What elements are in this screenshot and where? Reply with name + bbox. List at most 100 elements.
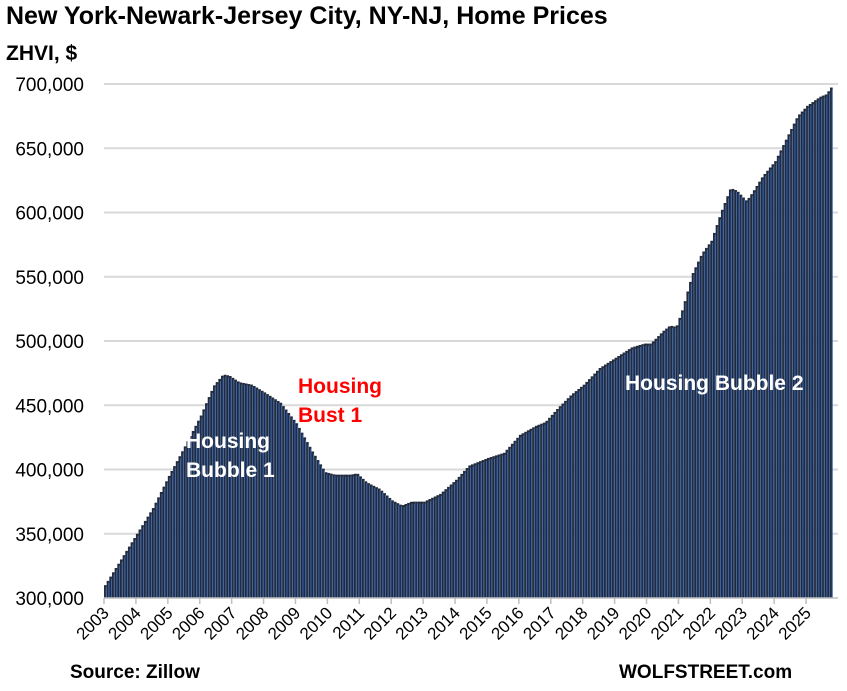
bar [266,394,269,598]
bar [728,189,732,598]
bar [138,529,142,598]
bar [439,493,442,598]
y-tick-label: 600,000 [15,204,84,225]
bar [662,330,666,598]
bar [763,173,767,598]
bar [271,397,275,598]
bar [255,387,259,598]
bar [667,326,671,598]
bar [207,397,211,598]
bar [399,504,402,598]
bar [441,491,445,598]
bar [556,408,559,598]
bar [327,472,331,598]
bar [146,516,150,598]
bar [657,336,660,598]
bar [816,98,820,598]
x-tick-label: 2017 [519,603,559,643]
bar [401,505,405,598]
bar [641,344,644,598]
bar [199,415,203,598]
bar [343,474,347,598]
bar [603,364,607,598]
bar [790,128,793,598]
bar [359,476,362,598]
bar [425,500,429,598]
bar [109,576,112,598]
bar [819,96,823,598]
x-tick-label: 2007 [200,603,240,643]
bar [258,389,261,598]
bar [149,512,152,598]
bar [119,559,123,598]
bar [795,118,799,599]
bar [383,493,386,598]
bar [678,317,682,598]
bar [779,150,783,598]
chart-title: New York-Newark-Jersey City, NY-NJ, Home… [6,2,608,30]
bar [228,376,232,598]
bar [478,461,482,598]
bar [484,459,487,598]
bar [361,478,365,598]
bar [141,525,144,598]
bar [189,436,192,598]
y-tick-label: 700,000 [15,75,84,96]
bar [423,501,426,598]
bar [760,177,764,599]
bar [186,441,190,598]
bar [646,343,650,598]
x-tick-label: 2014 [424,603,464,643]
x-tick-label: 2019 [583,603,623,643]
bar [287,412,291,598]
bar [694,267,698,598]
bar [619,354,623,598]
bar [598,367,602,598]
bar [627,349,631,598]
bar [715,225,719,598]
bar [274,399,277,598]
x-tick-label: 2021 [647,603,687,643]
bar [324,472,328,598]
bar [260,390,264,598]
bar [521,433,525,598]
bar [691,273,695,598]
bar [697,261,700,598]
bar [375,487,378,598]
bar [311,451,315,598]
bar [471,464,474,598]
bar [635,345,639,598]
bar [226,375,229,598]
bar [417,501,421,598]
bar [516,437,519,598]
bar [542,422,546,598]
bar [588,379,591,598]
bar [800,111,804,598]
bar [776,155,780,598]
bar [617,355,620,598]
annotation-housing-bubble-2: Housing Bubble 2 [625,372,804,395]
bar [276,400,280,598]
bar [585,381,589,598]
bar [104,585,107,598]
bar [782,145,785,598]
bar [673,326,676,598]
bar [154,502,158,598]
bar [346,474,349,598]
bar [494,455,498,598]
bar [279,402,283,598]
bar [335,474,339,598]
bar [614,357,618,598]
x-tick-label: 2018 [551,603,591,643]
bar [202,409,206,598]
bar [242,382,245,598]
bar [505,449,509,598]
bar [380,490,384,598]
bar [114,568,118,598]
bar [529,428,533,598]
y-tick-label: 500,000 [15,332,84,353]
bar [428,499,432,598]
bar [316,460,320,598]
bar [292,419,296,598]
